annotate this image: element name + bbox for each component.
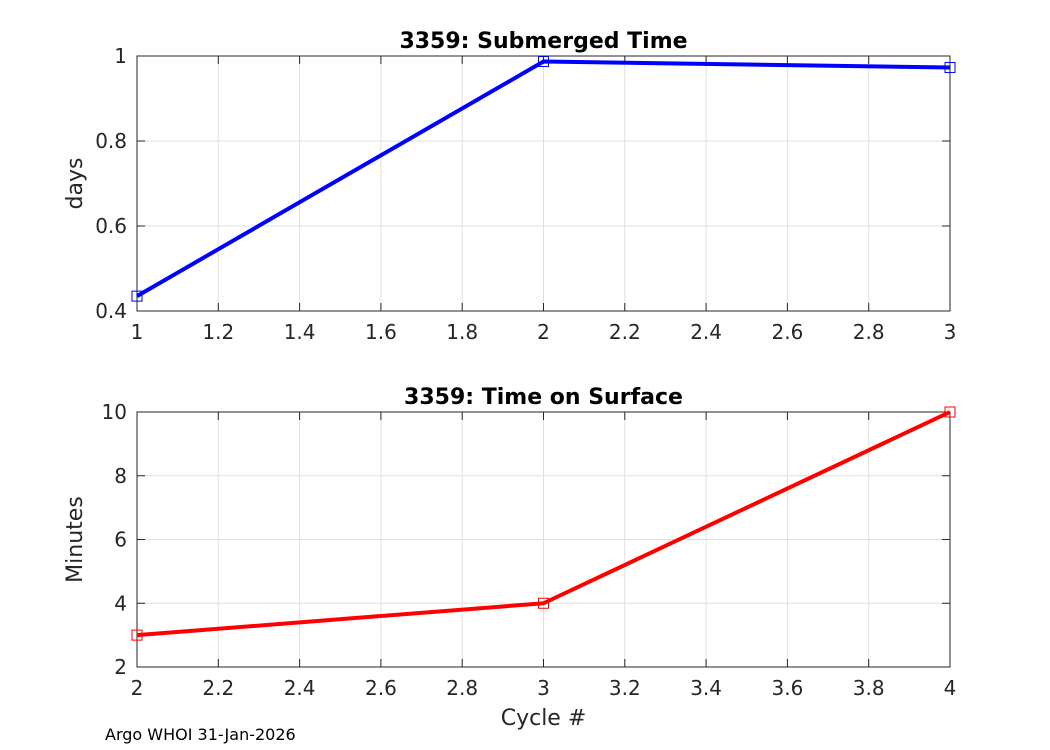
x-tick-label: 4 xyxy=(944,676,957,700)
x-tick-label: 2.2 xyxy=(609,320,641,344)
x-tick-label: 1.6 xyxy=(365,320,397,344)
x-tick-label: 3 xyxy=(537,676,550,700)
series-line xyxy=(136,59,951,298)
y-tick-label: 0.4 xyxy=(95,299,127,323)
y-axis-label: Minutes xyxy=(63,496,88,583)
y-tick-label: 0.6 xyxy=(95,214,127,238)
data-point-marker xyxy=(944,61,956,73)
y-tick-label: 8 xyxy=(114,464,127,488)
x-tick-label: 2.6 xyxy=(365,676,397,700)
y-tick-label: 4 xyxy=(114,591,127,615)
x-tick-label: 3.8 xyxy=(853,676,885,700)
x-tick-label: 2.8 xyxy=(446,676,478,700)
x-tick-label: 2 xyxy=(537,320,550,344)
x-tick-label: 1.4 xyxy=(284,320,316,344)
chart-title: 3359: Submerged Time xyxy=(399,29,687,54)
data-point-marker xyxy=(538,56,549,68)
x-tick-label: 2.2 xyxy=(202,676,234,700)
data-point-marker xyxy=(131,629,143,641)
x-tick-label: 2.8 xyxy=(853,320,885,344)
y-tick-label: 2 xyxy=(114,655,127,679)
x-tick-label: 1.2 xyxy=(202,320,234,344)
chart-panel-1: 1 1.2 1.4 1.6 1.8 2 2.2 2.4 2.6 2.8 3 0.4 0.6 0.8 1 335… xyxy=(63,29,956,344)
y-tick-label: 10 xyxy=(102,400,127,424)
data-point-marker xyxy=(538,597,549,609)
y-tick-label: 6 xyxy=(114,528,127,552)
chart-title: 3359: Time on Surface xyxy=(404,385,683,410)
x-tick-label: 2.4 xyxy=(284,676,316,700)
x-tick-label: 1 xyxy=(131,320,144,344)
chart-panel-2: 2 2.2 2.4 2.6 2.8 3 3.2 3.4 3.6 3.8 4 2 4 6 8 10 3359: T… xyxy=(63,385,956,731)
data-point-marker xyxy=(944,406,956,418)
x-tick-label: 2 xyxy=(131,676,144,700)
y-tick-label: 1 xyxy=(114,44,127,68)
x-axis-label: Cycle # xyxy=(501,706,587,731)
x-tick-label: 3.2 xyxy=(609,676,641,700)
x-tick-label: 3 xyxy=(944,320,957,344)
data-point-marker xyxy=(131,290,143,302)
x-tick-label: 2.4 xyxy=(690,320,722,344)
y-axis-label: days xyxy=(63,158,88,210)
series-line xyxy=(136,410,951,638)
x-tick-label: 1.8 xyxy=(446,320,478,344)
x-tick-label: 2.6 xyxy=(771,320,803,344)
footer-credit: Argo WHOI 31-Jan-2026 xyxy=(105,725,296,744)
x-tick-label: 3.4 xyxy=(690,676,722,700)
y-tick-label: 0.8 xyxy=(95,129,127,153)
x-tick-label: 3.6 xyxy=(771,676,803,700)
